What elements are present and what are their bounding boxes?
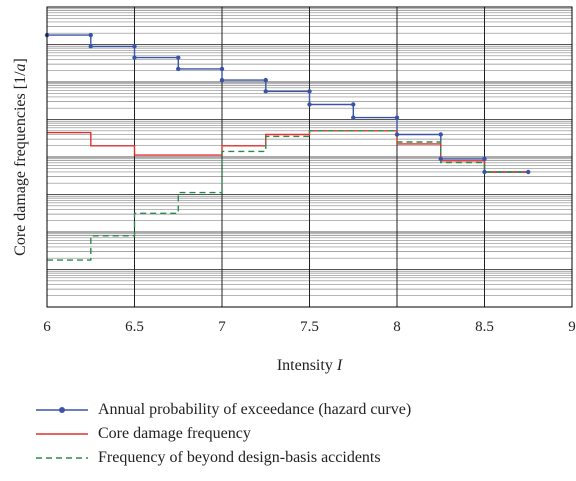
legend-swatch xyxy=(36,457,88,459)
legend-label: Annual probability of exceedance (hazard… xyxy=(98,401,412,418)
series-marker xyxy=(132,55,137,60)
series-marker xyxy=(482,156,487,162)
series-marker xyxy=(88,32,93,38)
legend-item-2: Core damage frequency xyxy=(32,422,411,446)
x-tick-label: 7.5 xyxy=(300,319,319,335)
series-marker xyxy=(307,102,312,107)
legend-swatch xyxy=(36,407,88,413)
chart: 6 6.5 7 7.5 8 8.5 9 Intensity I Core damage fr… xyxy=(12,6,576,374)
series-marker xyxy=(351,102,356,107)
series-marker xyxy=(526,169,531,175)
series-marker xyxy=(219,66,225,72)
series-marker xyxy=(263,89,268,94)
legend-label: Core damage frequency xyxy=(98,425,251,442)
series-marker xyxy=(307,89,312,94)
legend-item-3: Frequency of beyond design-basis acciden… xyxy=(32,446,411,470)
series-layer xyxy=(47,34,529,261)
series-marker xyxy=(438,156,443,162)
x-axis-title: Intensity I xyxy=(277,357,343,374)
series-marker xyxy=(394,132,400,137)
series-marker xyxy=(132,44,137,49)
plot-frame xyxy=(46,6,573,308)
series-marker xyxy=(351,115,356,120)
legend: Annual probability of exceedance (hazard… xyxy=(32,398,411,470)
series-line-2 xyxy=(47,130,529,173)
series-marker xyxy=(88,44,93,49)
y-axis-title: Core damage frequencies [1/a] xyxy=(12,58,29,256)
legend-label: Frequency of beyond design-basis acciden… xyxy=(98,449,381,466)
series-marker xyxy=(482,169,487,175)
x-tick-label: 9 xyxy=(568,319,576,335)
x-tick-label: 6.5 xyxy=(125,319,144,335)
x-tick-label: 8.5 xyxy=(475,319,494,335)
series-marker xyxy=(394,115,400,120)
x-tick-label: 8 xyxy=(393,319,401,335)
legend-item-1: Annual probability of exceedance (hazard… xyxy=(32,398,411,422)
legend-swatch xyxy=(36,433,88,435)
series-marker xyxy=(263,77,268,83)
x-tick-label: 7 xyxy=(218,319,226,335)
series-marker xyxy=(176,66,181,72)
series-marker xyxy=(219,77,225,83)
plot-grid xyxy=(46,7,573,308)
series-line-3 xyxy=(47,130,529,261)
x-tick-labels: 6 6.5 7 7.5 8 8.5 9 xyxy=(43,319,576,335)
series-marker xyxy=(438,132,443,137)
series-marker xyxy=(176,55,181,60)
x-tick-label: 6 xyxy=(43,319,51,335)
marker-layer xyxy=(44,32,531,175)
